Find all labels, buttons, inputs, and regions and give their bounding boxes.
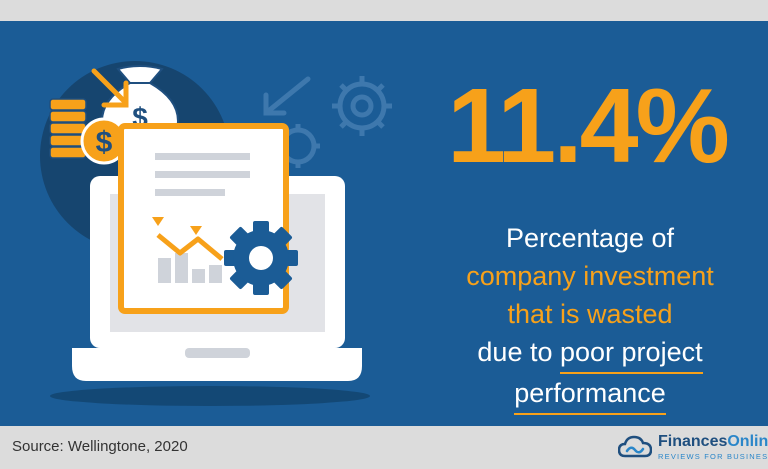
caption-line-4-plain: due to (477, 337, 553, 367)
financesonline-logo-icon (618, 435, 652, 458)
brand-tagline: REVIEWS FOR BUSINESS (658, 452, 768, 461)
brand-name: FinancesOnline (658, 433, 768, 451)
brand-name-part-2: Online (727, 433, 768, 450)
brand-name-part-1: Finances (658, 433, 728, 450)
top-band (0, 0, 768, 21)
background-arrow-icon (263, 76, 311, 116)
stat-value: 11.4% (447, 67, 730, 185)
caption-line-3: that is wasted (507, 299, 673, 329)
investment-illustration: $ $ (40, 61, 392, 406)
caption-line-1: Percentage of (505, 223, 675, 253)
caption-line-4: due to poor project (430, 333, 750, 374)
declining-chart-icon (152, 217, 224, 283)
gear-icon (224, 221, 298, 295)
source-citation: Source: Wellingtone, 2020 (12, 438, 188, 455)
main-panel: $ $ (0, 21, 768, 426)
caption-line-4-highlight: poor project (560, 333, 703, 374)
caption-line-5: performance (430, 374, 750, 415)
footer-band: Source: Wellingtone, 2020 FinancesOnline… (0, 426, 768, 469)
brand-logo: FinancesOnline REVIEWS FOR BUSINESS (618, 431, 768, 465)
coin-stack-icon (49, 98, 87, 159)
caption-line-5-highlight: performance (514, 374, 666, 415)
background-gear-icon (332, 76, 392, 136)
svg-text:$: $ (96, 126, 113, 159)
caption-line-2: company investment (466, 261, 714, 291)
laptop-shadow (50, 386, 370, 406)
stat-caption: Percentage of company investment that is… (430, 219, 750, 415)
down-arrow-icon (91, 68, 129, 108)
